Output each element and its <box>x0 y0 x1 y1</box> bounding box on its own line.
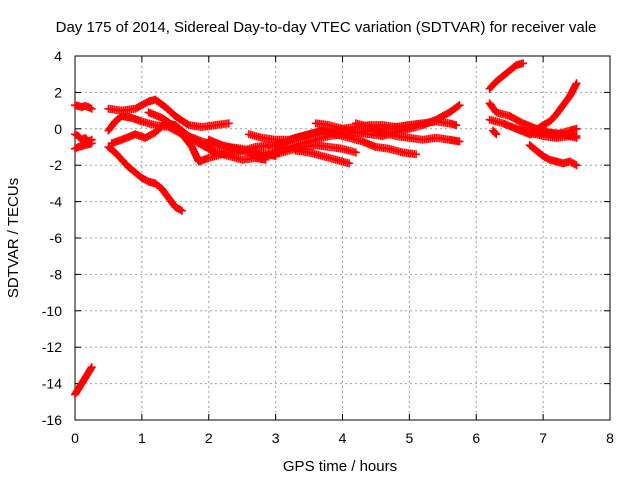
point-markers <box>71 101 96 113</box>
x-tick-label: 3 <box>272 430 280 446</box>
y-tick-label: 4 <box>54 48 62 64</box>
y-tick-label: -14 <box>42 376 62 392</box>
y-tick-label: -12 <box>42 339 62 355</box>
x-tick-label: 2 <box>205 430 213 446</box>
point-markers <box>264 126 421 159</box>
chart-title: Day 175 of 2014, Sidereal Day-to-day VTE… <box>56 19 597 36</box>
point-markers <box>512 124 581 142</box>
x-tick-label: 6 <box>472 430 480 446</box>
y-tick-label: -16 <box>42 412 62 428</box>
series-arc-1 <box>71 101 96 113</box>
x-tick-label: 8 <box>606 430 614 446</box>
series-arc-12 <box>264 126 421 159</box>
grid <box>75 56 610 420</box>
y-tick-label: -8 <box>50 266 63 282</box>
point-markers <box>351 119 464 146</box>
series-arc-5 <box>104 143 186 215</box>
series-arc-14 <box>291 146 354 168</box>
series-arc-4 <box>71 363 96 399</box>
point-markers <box>104 95 233 131</box>
x-axis-label: GPS time / hours <box>283 458 397 475</box>
point-markers <box>104 143 186 215</box>
x-tick-label: 4 <box>339 430 347 446</box>
x-tick-label: 5 <box>405 430 413 446</box>
point-markers <box>291 146 354 168</box>
series-arc-6 <box>104 95 233 131</box>
series-arc-20 <box>488 126 501 139</box>
series-arc-22 <box>525 141 581 170</box>
point-markers <box>488 126 501 139</box>
y-axis-label: SDTVAR / TECUs <box>5 178 22 298</box>
point-markers <box>485 59 528 93</box>
x-tick-label: 7 <box>539 430 547 446</box>
axis-ticks: 0 1 2 3 4 5 6 7 8 4 2 0 -2 -4 -6 -8 -10 -12 -14 -16 <box>42 48 614 446</box>
y-tick-label: -6 <box>50 230 63 246</box>
point-markers <box>71 139 96 153</box>
y-tick-label: -2 <box>50 157 63 173</box>
point-markers <box>71 363 96 399</box>
y-tick-label: -4 <box>50 194 63 210</box>
series-arc-23 <box>512 124 581 142</box>
data-series <box>71 59 581 399</box>
series-arc-3 <box>71 139 96 153</box>
x-tick-label: 1 <box>138 430 146 446</box>
y-tick-label: 2 <box>54 84 62 100</box>
x-tick-label: 0 <box>71 430 79 446</box>
y-tick-label: 0 <box>54 121 62 137</box>
series-arc-17 <box>485 59 528 93</box>
series-arc-16 <box>351 119 464 146</box>
y-tick-label: -10 <box>42 303 62 319</box>
point-markers <box>525 141 581 170</box>
